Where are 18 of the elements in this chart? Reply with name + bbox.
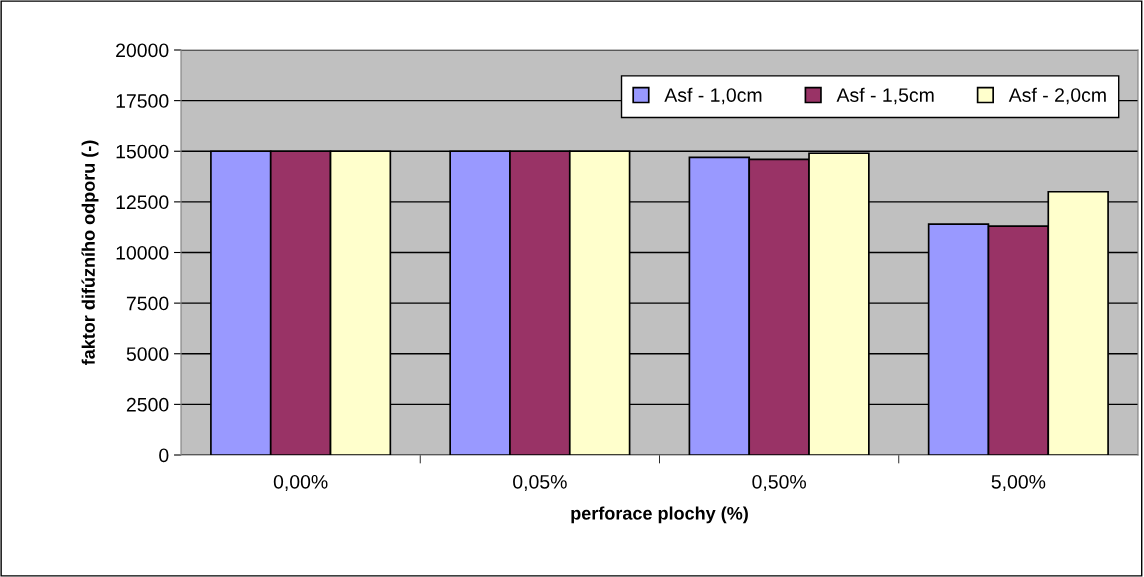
x-tick-label: 0,50% (752, 474, 806, 492)
y-tick-label: 10000 (116, 245, 169, 260)
y-tick-label: 12500 (116, 195, 169, 210)
y-tick-label: 20000 (116, 43, 169, 58)
x-tick-label: 0,05% (513, 474, 567, 492)
y-tick-label: 5000 (126, 347, 169, 361)
y-tick-label: 0 (159, 448, 169, 463)
y-tick-label: 7500 (126, 296, 169, 311)
y-tick-label: 17500 (116, 94, 169, 108)
y-axis-title: faktor difúzního odporu (-) (81, 140, 99, 365)
x-tick-label: 0,00% (273, 474, 328, 492)
y-tick-label: 15000 (116, 144, 169, 159)
legend-label: Asf - 1,5cm (836, 87, 934, 105)
y-tick-label: 2500 (126, 397, 169, 412)
x-tick-label: 5,00% (991, 474, 1046, 492)
legend-label: Asf - 1,0cm (664, 87, 762, 105)
legend-label: Asf - 2,0cm (1008, 87, 1106, 105)
x-axis-title: perforace plochy (%) (571, 506, 748, 524)
